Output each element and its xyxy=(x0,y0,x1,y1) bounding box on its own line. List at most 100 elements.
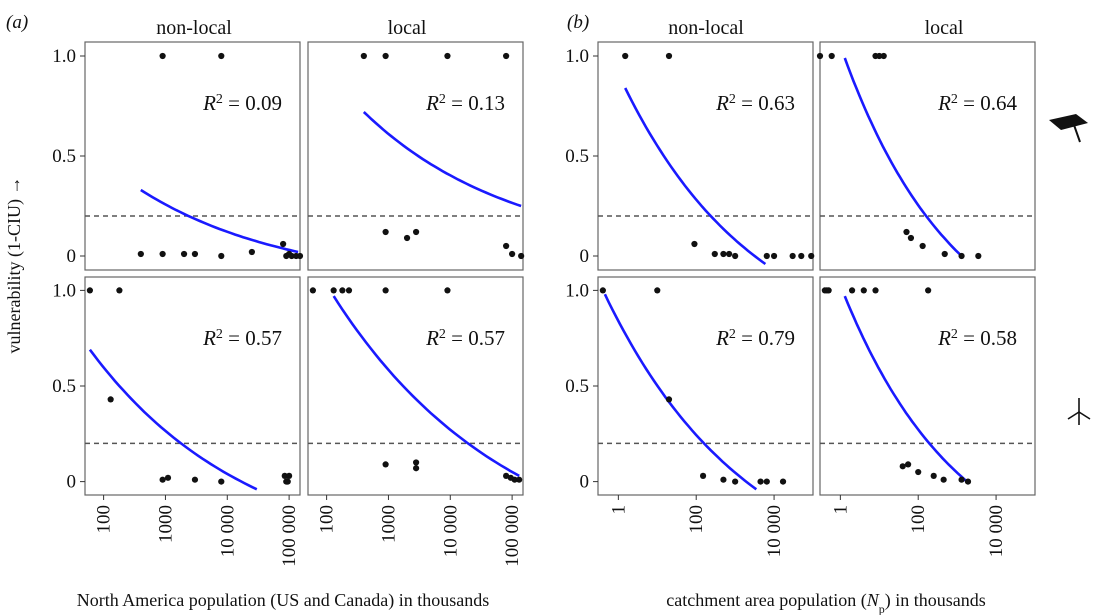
data-point xyxy=(930,472,937,479)
data-point xyxy=(339,287,346,294)
panel-4: R2 = 0.57 100 1000 10 000 100 000 xyxy=(307,276,524,567)
data-point xyxy=(382,461,389,468)
x-tick-label: 100 000 xyxy=(279,505,300,567)
data-point xyxy=(330,287,337,294)
fit-line xyxy=(332,295,520,478)
y-tick-label: 0.5 xyxy=(565,376,589,397)
panel-2: R2 = 0.13 xyxy=(307,41,525,271)
data-point xyxy=(444,52,451,60)
data-point xyxy=(296,252,304,260)
data-point xyxy=(919,242,926,250)
x-tick-label: 1000 xyxy=(155,505,176,543)
x-tick-label: 10 000 xyxy=(217,505,238,557)
fit-line xyxy=(140,188,299,254)
data-point xyxy=(281,472,288,479)
panel-7: R2 = 0.79 0 0.5 1.0 1 100 10 000 xyxy=(565,276,814,557)
data-point xyxy=(248,248,255,256)
panel-frame xyxy=(84,41,301,271)
r2-annotation: R2 = 0.64 xyxy=(937,91,1017,115)
panel-frame xyxy=(819,41,1036,271)
y-tick-label: 0.5 xyxy=(565,146,589,167)
panel-frame xyxy=(819,276,1036,496)
data-point xyxy=(511,476,518,483)
data-point xyxy=(412,228,420,236)
data-point xyxy=(509,250,516,258)
data-point xyxy=(503,52,510,60)
data-point xyxy=(757,478,764,485)
data-point xyxy=(382,228,389,236)
data-point xyxy=(382,287,389,294)
r2-annotation: R2 = 0.79 xyxy=(715,326,795,350)
data-point xyxy=(770,252,778,260)
x-tick-label: 100 xyxy=(908,505,929,534)
data-point xyxy=(599,287,606,294)
data-point xyxy=(903,228,910,236)
x-tick-label: 100 xyxy=(317,505,338,534)
panel-frame xyxy=(307,41,524,271)
data-point xyxy=(191,476,199,483)
r2-annotation: R2 = 0.57 xyxy=(202,326,282,350)
r2-annotation: R2 = 0.63 xyxy=(715,91,795,115)
strip-label-b-local: local xyxy=(925,17,964,39)
data-point xyxy=(164,474,172,481)
data-point xyxy=(975,252,982,260)
data-point xyxy=(159,52,166,60)
y-tick-label: 0 xyxy=(580,246,590,267)
data-point xyxy=(116,287,123,294)
x-axis-title-b: catchment area population (Np) in thousa… xyxy=(666,590,985,615)
data-point xyxy=(665,396,673,403)
data-point xyxy=(699,472,707,479)
data-point xyxy=(518,252,525,260)
fit-line xyxy=(843,295,968,483)
data-point xyxy=(798,252,805,260)
wind-turbine-icon xyxy=(1067,398,1091,425)
data-point xyxy=(915,468,922,476)
data-point xyxy=(107,396,114,403)
data-point xyxy=(958,252,965,260)
data-point xyxy=(940,476,947,483)
data-point xyxy=(286,472,293,479)
fit-line xyxy=(603,293,758,491)
data-point xyxy=(876,52,883,60)
data-point xyxy=(825,287,832,294)
mortarboard-icon xyxy=(1049,114,1088,143)
data-point xyxy=(848,287,856,294)
data-point xyxy=(412,459,420,466)
panel-frame xyxy=(597,276,814,496)
panel-3: R2 = 0.57 0 0.5 1.0 100 1000 10 000 100 000 xyxy=(52,276,301,567)
x-tick-label: 100 xyxy=(94,505,115,534)
data-point xyxy=(711,250,718,258)
data-point xyxy=(622,52,629,60)
y-tick-label: 1.0 xyxy=(52,280,76,301)
data-point xyxy=(137,250,144,258)
data-point xyxy=(284,478,291,485)
data-point xyxy=(691,240,698,248)
panel-1: R2 = 0.09 0 0.5 1.0 xyxy=(52,41,304,271)
data-point xyxy=(309,287,316,294)
data-point xyxy=(654,287,661,294)
x-tick-label: 1000 xyxy=(378,505,399,543)
r2-annotation: R2 = 0.09 xyxy=(202,91,282,115)
data-point xyxy=(958,476,965,483)
data-point xyxy=(808,252,815,260)
y-tick-label: 0 xyxy=(67,472,77,493)
data-point xyxy=(382,52,389,60)
data-point xyxy=(403,234,411,242)
data-point xyxy=(720,250,727,258)
x-tick-label: 1 xyxy=(830,505,851,515)
r2-annotation: R2 = 0.57 xyxy=(425,326,505,350)
fit-line xyxy=(88,348,258,491)
panel-5: R2 = 0.63 0 0.5 1.0 xyxy=(565,41,815,271)
data-point xyxy=(280,240,287,248)
data-point xyxy=(218,478,225,485)
data-point xyxy=(180,250,188,258)
data-point xyxy=(726,250,733,258)
y-tick-label: 1.0 xyxy=(565,280,589,301)
x-axis-title-a: North America population (US and Canada)… xyxy=(77,590,489,611)
data-point xyxy=(872,287,879,294)
data-point xyxy=(925,287,932,294)
data-point xyxy=(288,252,295,260)
data-point xyxy=(905,461,912,468)
y-axis-title: vulnerability (1-CIU) → xyxy=(4,177,25,354)
